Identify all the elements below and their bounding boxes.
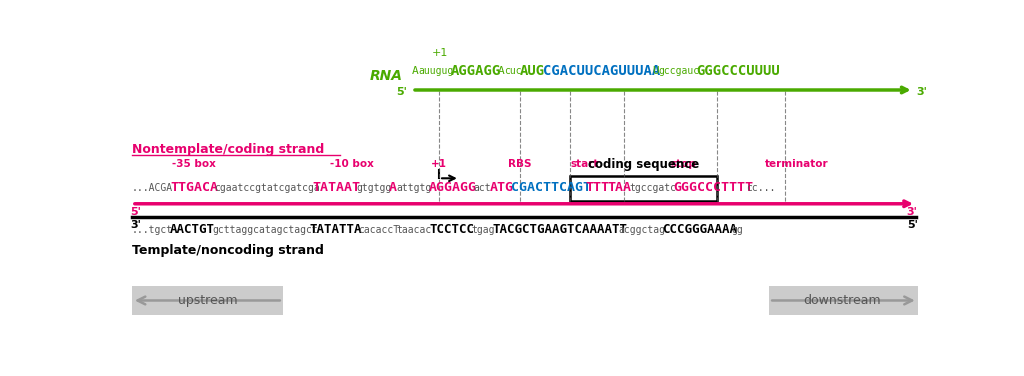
Text: auugug: auugug: [419, 66, 454, 76]
Text: 3': 3': [130, 220, 141, 230]
Text: A: A: [498, 66, 504, 76]
Text: GGGCCCUUUU: GGGCCCUUUU: [696, 64, 780, 78]
Text: cgaatccgtatcgatcga: cgaatccgtatcgatcga: [214, 183, 319, 193]
Text: coding sequence: coding sequence: [588, 158, 699, 171]
Text: 5': 5': [396, 87, 408, 97]
Text: ...tgct: ...tgct: [132, 225, 173, 235]
Text: TATATTA: TATATTA: [309, 223, 362, 237]
Text: stop: stop: [671, 159, 696, 169]
Text: tgag: tgag: [471, 225, 495, 235]
Text: gcttaggcatagctagct: gcttaggcatagctagct: [212, 225, 317, 235]
Text: ATG: ATG: [489, 181, 513, 194]
Text: -10 box: -10 box: [330, 159, 374, 169]
Text: ...ACGA: ...ACGA: [132, 183, 173, 193]
Text: taacac: taacac: [396, 225, 432, 235]
Text: cacaccT: cacaccT: [358, 225, 399, 235]
Text: gccgauc: gccgauc: [658, 66, 699, 76]
Text: A: A: [389, 181, 397, 194]
Text: cc...: cc...: [746, 183, 776, 193]
Text: CGACTTCAGT: CGACTTCAGT: [511, 181, 592, 194]
Text: +1: +1: [432, 48, 449, 58]
Text: CGACUUCAGUUUAA: CGACUUCAGUUUAA: [544, 64, 660, 78]
Text: 5': 5': [907, 220, 918, 230]
Text: AGGAGG: AGGAGG: [429, 181, 477, 194]
Text: upstream: upstream: [177, 294, 238, 307]
Text: TATAAT: TATAAT: [312, 181, 360, 194]
Text: acggctag: acggctag: [618, 225, 666, 235]
Text: attgtg: attgtg: [396, 183, 431, 193]
Text: 3': 3': [907, 207, 918, 217]
Text: +1: +1: [431, 159, 447, 169]
Text: TAA: TAA: [607, 181, 631, 194]
Text: Template/noncoding strand: Template/noncoding strand: [132, 244, 324, 256]
Text: RBS: RBS: [508, 159, 531, 169]
Text: GGGCCCTTTT: GGGCCCTTTT: [673, 181, 753, 194]
Text: tgccgatc: tgccgatc: [630, 183, 677, 193]
Text: AUG: AUG: [520, 64, 545, 78]
Text: U: U: [652, 66, 658, 76]
Text: CCCGGGAAAA: CCCGGGAAAA: [662, 223, 737, 237]
Bar: [570, 176, 717, 200]
Text: downstream: downstream: [804, 294, 881, 307]
Text: gtgtgg: gtgtgg: [356, 183, 391, 193]
Text: AGGAGG: AGGAGG: [451, 64, 501, 78]
Text: TACGCTGAAGTCAAAATT: TACGCTGAAGTCAAAATT: [493, 223, 628, 237]
Bar: [132, 286, 283, 315]
Text: A: A: [412, 66, 419, 76]
Text: -35 box: -35 box: [172, 159, 216, 169]
Text: RNA: RNA: [370, 68, 402, 82]
Text: AACTGT: AACTGT: [170, 223, 215, 237]
Text: start: start: [571, 159, 599, 169]
Text: terminator: terminator: [765, 159, 828, 169]
Text: 3': 3': [916, 87, 927, 97]
Text: TTT: TTT: [585, 181, 609, 194]
Text: 5': 5': [130, 207, 141, 217]
Text: cuc: cuc: [504, 66, 521, 76]
Text: TTGACA: TTGACA: [170, 181, 218, 194]
Text: gg: gg: [732, 225, 743, 235]
Text: TCCTCC: TCCTCC: [429, 223, 474, 237]
Text: act: act: [473, 183, 490, 193]
Text: Nontemplate/coding strand: Nontemplate/coding strand: [132, 143, 325, 156]
Bar: [769, 286, 918, 315]
